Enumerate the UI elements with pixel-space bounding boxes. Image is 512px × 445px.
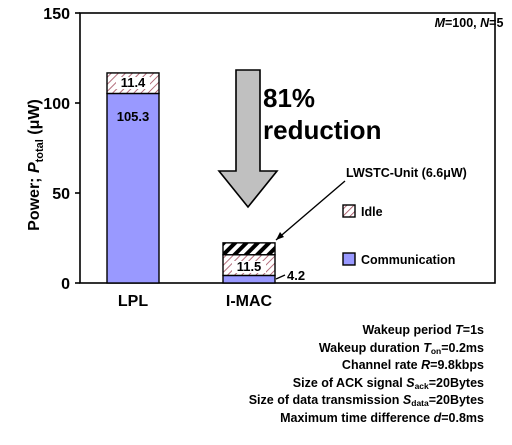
data-label-background [116,77,150,89]
leader-line [275,274,286,280]
y-axis-label: Power; Ptotal (μW) [26,99,46,231]
x-category-label: LPL [118,293,148,310]
y-tick-label: 0 [61,276,70,293]
legend-lwstc: LWSTC-Unit (6.6μW) [346,166,467,180]
legend-swatch-communication [342,252,356,266]
simulation-condition-annotation: M=100, N=5 [435,16,504,30]
data-label-communication-lpl: 105.3 [117,109,150,124]
bar-segment-lwstc-unit-i-mac [222,242,276,256]
lwstc-pointer [275,180,346,241]
lwstc-pointer-head [276,232,284,240]
parameter-line: Size of ACK signal Sack=20Bytes [292,375,484,391]
legend-idle: Idle [361,205,383,219]
data-label-communication-imac: 4.2 [287,268,305,283]
parameter-line: Size of data transmission Sdata=20Bytes [248,393,484,408]
data-label-background [232,261,266,273]
parameter-line: Channel rate R=9.8kbps [341,358,484,372]
parameter-line: Maximum time difference d=0.8ms [280,410,484,425]
reduction-arrow [217,69,279,209]
legend-communication: Communication [361,253,455,267]
plot-frame [79,12,496,284]
data-label-idle-imac: 11.5 [237,259,262,274]
reduction-percent: 81% [263,83,315,113]
bar-segment-communication-lpl [106,92,160,284]
svg-text:Power; Ptotal (μW): Power; Ptotal (μW) [26,99,46,231]
legend-swatch-idle [342,204,356,218]
y-tick-label: 50 [52,186,70,203]
bar-segment-communication-i-mac [222,274,276,284]
x-category-label: I-MAC [226,293,273,310]
y-tick-label: 100 [43,96,70,113]
y-tick-label: 150 [43,6,70,23]
power-chart: Power; Ptotal (μW) 0 50 100 150 LPL I-MAC 105… [26,6,504,310]
reduction-text: reduction [263,115,381,145]
parameter-line: Wakeup duration Ton=0.2ms [318,340,484,356]
data-label-idle-lpl: 11.4 [121,75,146,90]
parameter-list: Wakeup period T=1s Wakeup duration Ton=0.… [0,322,484,427]
parameter-line: Wakeup period T=1s [362,323,484,337]
